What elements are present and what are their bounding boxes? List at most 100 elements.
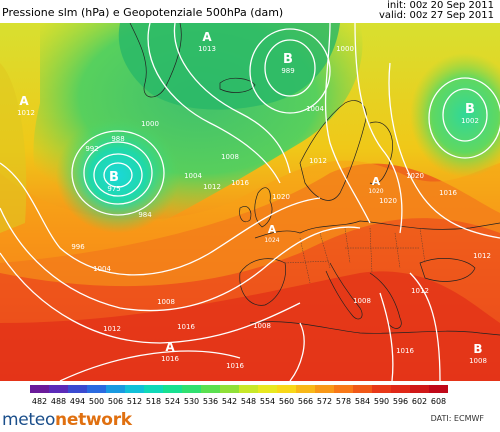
- low-southeast-letter: B: [473, 342, 482, 356]
- ireland-coast: [239, 206, 252, 223]
- scale-swatch: [125, 385, 144, 393]
- scale-swatch: [353, 385, 372, 393]
- svg-text:1012: 1012: [309, 157, 327, 165]
- high-south-value: 1016: [161, 355, 179, 363]
- low-atlantic-value: 975: [107, 185, 120, 193]
- scale-label: 512: [127, 397, 142, 406]
- svg-text:1016: 1016: [396, 347, 414, 355]
- scale-label: 530: [184, 397, 199, 406]
- finland-coast: [369, 121, 393, 185]
- scale-swatch: [334, 385, 353, 393]
- scale-label: 500: [89, 397, 104, 406]
- map-title: Pressione slm (hPa) e Geopotenziale 500h…: [2, 6, 284, 19]
- svg-text:988: 988: [111, 135, 124, 143]
- high-west-letter: A: [19, 94, 29, 108]
- scale-label: 590: [374, 397, 389, 406]
- isobars: [0, 23, 500, 381]
- scale-swatch: [277, 385, 296, 393]
- high-west-value: 1012: [17, 109, 35, 117]
- scale-swatch: [372, 385, 391, 393]
- logo-text-b: network: [55, 410, 132, 430]
- iberia-coast: [239, 258, 286, 306]
- svg-text:1008: 1008: [221, 153, 239, 161]
- svg-text:1004: 1004: [184, 172, 202, 180]
- scale-label: 518: [146, 397, 161, 406]
- svg-text:1012: 1012: [411, 287, 429, 295]
- valid-time: valid: 00z 27 Sep 2011: [378, 10, 494, 21]
- scale-swatch: [296, 385, 315, 393]
- high-biscay-value: 1024: [264, 237, 279, 244]
- low-norwegian-value: 989: [281, 67, 294, 75]
- scale-label: 584: [355, 397, 370, 406]
- uk-coast: [254, 187, 273, 228]
- scale-swatch: [391, 385, 410, 393]
- black-sea-coast: [419, 258, 476, 282]
- svg-text:1004: 1004: [306, 105, 324, 113]
- logo: meteonetwork: [2, 410, 132, 430]
- scale-swatch: [106, 385, 125, 393]
- scale-label: 536: [203, 397, 218, 406]
- scale-swatch: [163, 385, 182, 393]
- europe-coast: [254, 220, 500, 239]
- scale-swatch: [315, 385, 334, 393]
- low-russia-field: [410, 53, 500, 177]
- svg-text:992: 992: [85, 145, 98, 153]
- scandinavia-coast: [299, 100, 367, 201]
- svg-text:1016: 1016: [231, 179, 249, 187]
- high-greenland-letter: A: [202, 30, 212, 44]
- svg-text:1008: 1008: [253, 322, 271, 330]
- svg-text:1016: 1016: [177, 323, 195, 331]
- borders: [284, 227, 426, 284]
- pressure-centers: A 1013 A 1012 B 989 B 975 B 1002 A 1020 …: [17, 30, 487, 365]
- iceland-coast: [219, 77, 256, 93]
- low-southeast-value: 1008: [469, 357, 487, 365]
- logo-text-a: meteo: [2, 410, 56, 430]
- isobar-labels: 1000 1004 1008 1012 1016 1020 988 992 99…: [71, 45, 491, 370]
- svg-text:1000: 1000: [141, 120, 159, 128]
- svg-text:1020: 1020: [379, 197, 397, 205]
- scale-swatch: [68, 385, 87, 393]
- scale-label: 560: [279, 397, 294, 406]
- data-credit: DATI: ECMWF: [430, 414, 484, 423]
- scale-label: 482: [32, 397, 47, 406]
- svg-text:1012: 1012: [103, 325, 121, 333]
- italy-coast: [325, 262, 363, 320]
- coastlines: [129, 23, 500, 336]
- low-russia-letter: B: [465, 102, 475, 117]
- scale-label: 608: [431, 397, 446, 406]
- svg-text:1012: 1012: [203, 183, 221, 191]
- high-biscay-letter: A: [268, 223, 277, 236]
- scale-swatch: [144, 385, 163, 393]
- svg-text:1016: 1016: [439, 189, 457, 197]
- scale-swatch: [258, 385, 277, 393]
- scale-label: 542: [222, 397, 237, 406]
- low-atlantic-letter: B: [109, 170, 119, 185]
- scale-swatch: [30, 385, 49, 393]
- scale-label: 494: [70, 397, 85, 406]
- high-scandinavia-value: 1020: [368, 188, 383, 195]
- green-field-2: [118, 23, 340, 110]
- init-time: init: 00z 20 Sep 2011: [387, 0, 494, 11]
- west-field: [0, 63, 27, 233]
- weather-map: A 1013 A 1012 B 989 B 975 B 1002 A 1020 …: [0, 23, 500, 381]
- svg-text:1020: 1020: [272, 193, 290, 201]
- high-south-letter: A: [165, 340, 175, 354]
- svg-text:1008: 1008: [353, 297, 371, 305]
- hot-field: [0, 271, 500, 381]
- svg-text:1004: 1004: [93, 265, 111, 273]
- svg-text:984: 984: [138, 211, 152, 219]
- scale-label: 566: [298, 397, 313, 406]
- greenland-coast: [129, 23, 182, 98]
- high-scandinavia-letter: A: [372, 175, 381, 188]
- north-africa-coast: [249, 321, 500, 336]
- scale-swatch: [239, 385, 258, 393]
- svg-text:1020: 1020: [406, 172, 424, 180]
- scale-swatch: [201, 385, 220, 393]
- scale-swatch: [429, 385, 448, 393]
- scale-label: 488: [51, 397, 66, 406]
- low-norwegian-letter: B: [283, 52, 293, 67]
- scale-swatch: [49, 385, 68, 393]
- scale-swatch: [182, 385, 201, 393]
- scale-label: 548: [241, 397, 256, 406]
- scale-swatch: [220, 385, 239, 393]
